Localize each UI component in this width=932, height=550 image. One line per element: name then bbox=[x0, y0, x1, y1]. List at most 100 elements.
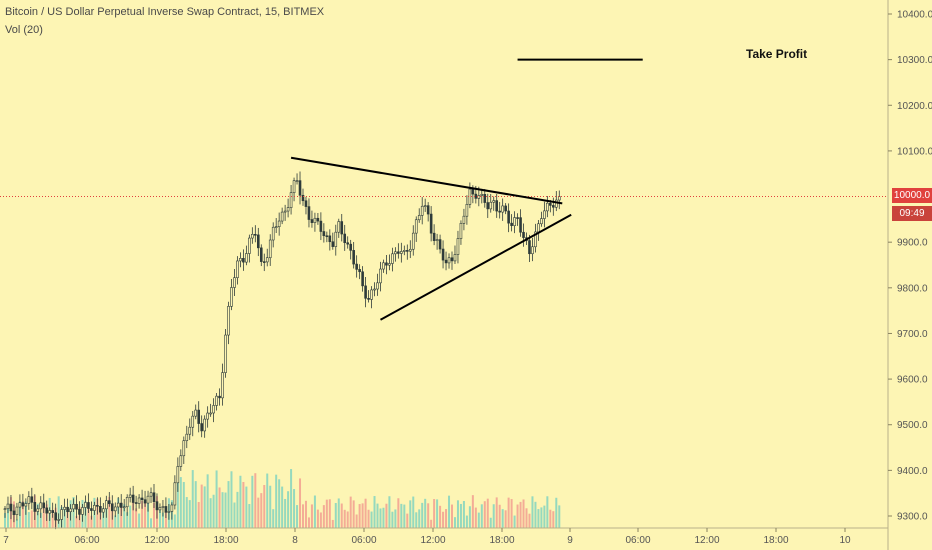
candle-body bbox=[444, 259, 448, 264]
candle-body bbox=[370, 289, 373, 300]
volume-bar bbox=[296, 505, 299, 528]
volume-bar bbox=[468, 506, 471, 528]
volume-bar bbox=[370, 511, 373, 528]
volume-bar bbox=[257, 497, 260, 528]
drawing-layer bbox=[0, 58, 888, 321]
candle-body bbox=[33, 502, 37, 512]
volume-layer bbox=[4, 469, 561, 528]
candle-body bbox=[557, 196, 561, 201]
price-axis[interactable]: 10400.0 10300.0 10200.0 10100.0 9900.0 9800.0… bbox=[887, 0, 932, 550]
volume-bar bbox=[278, 479, 281, 528]
candle-body bbox=[90, 508, 93, 511]
volume-bar bbox=[424, 498, 427, 528]
volume-bar bbox=[310, 504, 313, 528]
candle-body bbox=[441, 248, 445, 261]
candle-body bbox=[408, 248, 412, 252]
candle-body bbox=[295, 180, 299, 182]
candle-body bbox=[110, 503, 114, 512]
volume-bar bbox=[504, 510, 507, 528]
candle-body bbox=[209, 412, 212, 415]
candle-body bbox=[27, 496, 31, 504]
volume-bar bbox=[150, 518, 153, 528]
candle-body bbox=[474, 193, 478, 199]
candle-body bbox=[379, 268, 382, 284]
candle-body bbox=[119, 502, 123, 508]
candle-body bbox=[134, 502, 138, 504]
candle-body bbox=[549, 202, 552, 206]
volume-bar bbox=[498, 504, 501, 528]
candle-body bbox=[48, 510, 52, 514]
candle-body bbox=[60, 509, 63, 520]
candle-body bbox=[185, 433, 189, 442]
time-tick-label: 9 bbox=[567, 535, 573, 546]
volume-bar bbox=[421, 502, 424, 528]
candle-body bbox=[456, 238, 460, 255]
candle-body bbox=[340, 221, 344, 235]
volume-bar bbox=[436, 499, 439, 528]
candle-body bbox=[420, 205, 424, 216]
time-tick-label: 12:00 bbox=[694, 535, 719, 546]
candle-body bbox=[245, 253, 248, 263]
candle-body bbox=[42, 502, 46, 509]
volume-bar bbox=[194, 481, 197, 528]
triangle-lower-line[interactable] bbox=[379, 213, 572, 321]
candle-body bbox=[319, 220, 323, 232]
volume-bar bbox=[486, 498, 489, 528]
candle-body bbox=[552, 205, 555, 208]
time-tick-label: 18:00 bbox=[763, 535, 788, 546]
volume-bar bbox=[203, 486, 206, 528]
candle-body bbox=[459, 223, 463, 239]
candle-body bbox=[426, 205, 430, 215]
volume-bar bbox=[39, 512, 42, 528]
candle-body bbox=[113, 506, 117, 512]
volume-bar bbox=[430, 519, 433, 528]
time-tick-label: 8 bbox=[292, 535, 298, 546]
candle-body bbox=[492, 200, 496, 203]
volume-bar bbox=[21, 501, 24, 528]
volume-bar bbox=[337, 498, 340, 528]
candle-body bbox=[93, 504, 96, 511]
triangle-upper-line[interactable] bbox=[290, 156, 563, 205]
time-tick-label: 18:00 bbox=[489, 535, 514, 546]
candle-body bbox=[349, 243, 352, 251]
candle-body bbox=[256, 234, 260, 249]
candle-body bbox=[143, 499, 147, 504]
price-tick-label: 9900.0 bbox=[897, 238, 928, 249]
candle-body bbox=[84, 502, 87, 508]
candle-body bbox=[248, 237, 251, 254]
candle-body bbox=[194, 409, 198, 417]
candle-body bbox=[543, 210, 546, 219]
volume-bar bbox=[313, 495, 316, 528]
candle-body bbox=[546, 202, 549, 212]
volume-bar bbox=[206, 474, 209, 528]
candle-body bbox=[176, 466, 180, 484]
time-axis[interactable]: 7 06:00 12:00 18:00 8 06:00 12:00 18:00 9 06:00 12… bbox=[0, 527, 888, 546]
candle-body bbox=[108, 500, 111, 505]
candle-body bbox=[265, 257, 269, 263]
candle-body bbox=[45, 507, 49, 514]
volume-bar bbox=[358, 504, 361, 528]
volume-bar bbox=[66, 509, 69, 528]
price-tick-label: 10100.0 bbox=[897, 146, 932, 157]
volume-bar bbox=[209, 498, 212, 528]
candle-body bbox=[39, 502, 43, 510]
volume-bar bbox=[63, 507, 66, 528]
volume-indicator-label[interactable]: Vol (20) bbox=[5, 24, 43, 36]
volume-bar bbox=[394, 509, 397, 528]
volume-bar bbox=[6, 507, 9, 528]
candle-body bbox=[382, 262, 385, 270]
candle-body bbox=[355, 263, 358, 270]
price-tick-label: 9600.0 bbox=[897, 375, 928, 386]
candle-body bbox=[251, 233, 254, 239]
volume-bar bbox=[75, 516, 78, 528]
candle-body bbox=[403, 250, 406, 252]
volume-bar bbox=[331, 519, 334, 528]
candle-body bbox=[483, 194, 487, 203]
volume-bar bbox=[245, 486, 248, 528]
volume-bar bbox=[90, 515, 93, 528]
chart-title: Bitcoin / US Dollar Perpetual Inverse Sw… bbox=[5, 6, 325, 18]
volume-bar bbox=[27, 512, 30, 528]
volume-bar bbox=[483, 501, 486, 528]
price-tick-label: 10400.0 bbox=[897, 10, 932, 21]
